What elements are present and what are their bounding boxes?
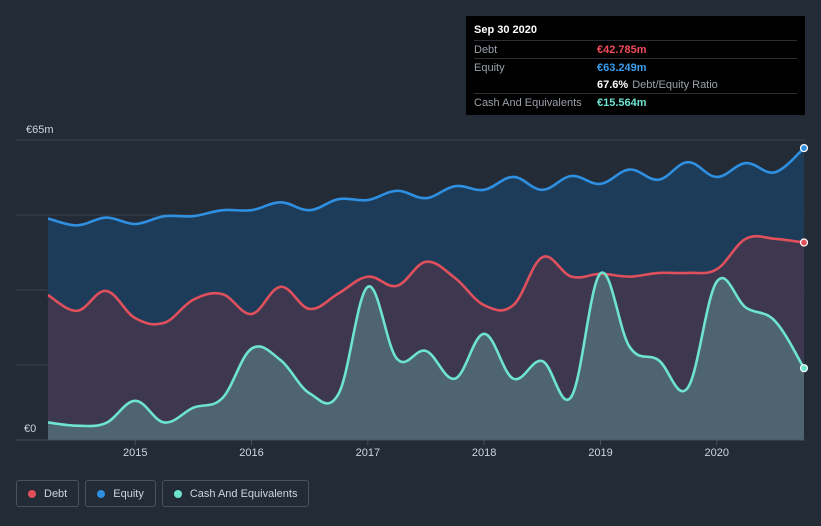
equity-line xyxy=(47,147,805,227)
cash-and-equivalents-area xyxy=(48,272,804,440)
x-tick-label: 2019 xyxy=(588,447,612,459)
tooltip-ratio-row: 67.6% Debt/Equity Ratio xyxy=(474,76,797,93)
legend-debt[interactable]: Debt xyxy=(16,480,80,507)
debt-line xyxy=(47,234,805,326)
debt-end-point xyxy=(799,238,809,247)
legend-cash-label: Cash And Equivalents xyxy=(189,487,298,500)
tooltip-debt-value: €42.785m xyxy=(597,43,647,56)
equity-dot-icon xyxy=(97,489,106,498)
legend-debt-label: Debt xyxy=(44,487,68,500)
legend-cash[interactable]: Cash And Equivalents xyxy=(161,480,310,507)
tooltip-cash-value: €15.564m xyxy=(597,96,647,109)
x-tick-label: 2017 xyxy=(356,447,380,459)
x-tick-label: 2018 xyxy=(472,447,496,459)
tooltip-ratio-label: Debt/Equity Ratio xyxy=(632,78,718,91)
chart-lines xyxy=(47,143,809,428)
tooltip-equity-label: Equity xyxy=(474,61,505,74)
x-tick-label: 2015 xyxy=(123,447,147,459)
tooltip-equity-row: Equity €63.249m xyxy=(474,58,797,76)
chart-areas xyxy=(48,148,804,440)
cash-and-equivalents-line xyxy=(47,271,806,428)
tooltip-debt-row: Debt €42.785m xyxy=(474,40,797,58)
tooltip-debt-label: Debt xyxy=(474,43,498,56)
tooltip-equity-value: €63.249m xyxy=(597,61,647,74)
legend-equity-label: Equity xyxy=(113,487,144,500)
tooltip-cash-row: Cash And Equivalents €15.564m xyxy=(474,93,797,111)
y-axis-bottom-label: €0 xyxy=(24,423,36,435)
y-axis-top-label: €65m xyxy=(26,124,54,136)
x-tick-label: 2020 xyxy=(705,447,729,459)
cash-and-equivalents-end-point xyxy=(799,364,809,373)
equity-end-point xyxy=(799,143,809,153)
data-tooltip: Sep 30 2020 Debt €42.785m Equity €63.249… xyxy=(466,16,805,115)
tooltip-date: Sep 30 2020 xyxy=(474,24,537,36)
legend-equity[interactable]: Equity xyxy=(85,480,156,507)
tooltip-ratio-value: 67.6% xyxy=(597,78,629,91)
x-tick-label: 2016 xyxy=(239,447,263,459)
chart-legend: Debt Equity Cash And Equivalents xyxy=(16,480,310,507)
cash-dot-icon xyxy=(173,489,182,498)
debt-dot-icon xyxy=(28,489,36,498)
chart-axis: 2015 2016 2017 2018 2019 2020 xyxy=(16,439,805,459)
tooltip-cash-label: Cash And Equivalents xyxy=(474,96,582,109)
